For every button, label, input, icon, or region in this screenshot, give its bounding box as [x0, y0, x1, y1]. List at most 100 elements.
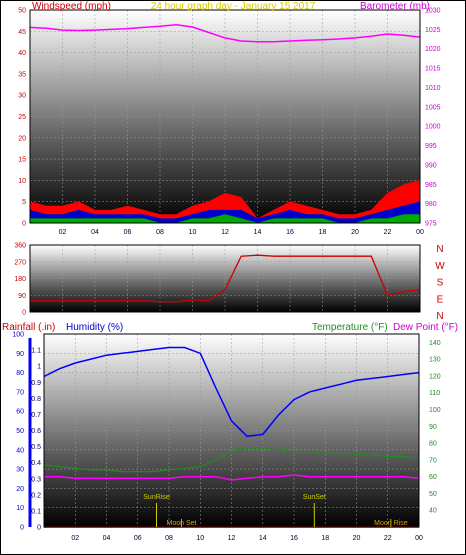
- rainfall-tick-label: 1.1: [31, 348, 41, 355]
- barometer-tick-label: 1000: [425, 124, 441, 131]
- windspeed-tick-label: 30: [18, 93, 26, 100]
- windspeed-tick-label: 35: [18, 71, 26, 78]
- wind-x-tick-label: 20: [351, 229, 359, 236]
- wind-x-tick-label: 22: [384, 229, 392, 236]
- windspeed-axis-label: Windspeed (mph): [32, 1, 111, 12]
- humidity-tick-label: 30: [16, 467, 24, 474]
- rainfall-tick-label: 0.3: [31, 476, 41, 483]
- wind-x-tick-label: 02: [59, 229, 67, 236]
- windspeed-tick-label: 40: [18, 50, 26, 57]
- rainfall-tick-label: 0.9: [31, 380, 41, 387]
- windspeed-tick-label: 45: [18, 29, 26, 36]
- humidity-tick-label: 40: [16, 447, 24, 454]
- humidity-tick-label: 100: [12, 332, 24, 339]
- direction-series: [30, 254, 421, 303]
- wind-x-tick-label: 10: [189, 229, 197, 236]
- barometer-axis-label: Barometer (mb): [360, 1, 430, 12]
- temperature-tick-label: 120: [429, 373, 441, 380]
- wind-x-axis-ticks: 02 04 06 08 10 12 14 16 18 20 22 00: [59, 229, 424, 236]
- humidity-tick-label: 20: [16, 486, 24, 493]
- chart-title: 24 hour graph day - January 15 2017: [151, 1, 316, 12]
- temperature-axis-ticks: 40 50 60 70 80 90 100 110 120 130 140: [429, 340, 441, 515]
- temperature-tick-label: 40: [429, 508, 437, 515]
- climate-x-tick-label: 10: [196, 535, 204, 542]
- temperature-tick-label: 60: [429, 474, 437, 481]
- rainfall-tick-label: 0.7: [31, 412, 41, 419]
- temperature-tick-label: 50: [429, 491, 437, 498]
- climate-x-tick-label: 14: [259, 535, 267, 542]
- humidity-tick-label: 50: [16, 428, 24, 435]
- wind-x-tick-label: 12: [221, 229, 229, 236]
- humidity-tick-label: 70: [16, 389, 24, 396]
- climate-x-tick-label: 02: [71, 535, 79, 542]
- barometer-tick-label: 985: [425, 182, 437, 189]
- wind-x-tick-label: 06: [124, 229, 132, 236]
- direction-series-line: [30, 254, 421, 303]
- wind-series: [29, 23, 421, 224]
- humidity-tick-label: 90: [16, 351, 24, 358]
- rainfall-tick-label: 0.1: [31, 508, 41, 515]
- temperature-tick-label: 100: [429, 407, 441, 414]
- rainfall-tick-label: 0: [37, 525, 41, 532]
- temperature-tick-label: 110: [429, 390, 440, 397]
- barometer-series-line: [29, 23, 421, 43]
- climate-x-tick-label: 18: [321, 535, 329, 542]
- compass-label: N: [436, 244, 443, 255]
- direction-tick-label: 90: [18, 293, 26, 300]
- rainfall-tick-label: 0.6: [31, 428, 41, 435]
- rainfall-tick-label: 0.4: [31, 460, 41, 467]
- rainfall-tick-label: 0.8: [31, 396, 41, 403]
- direction-tick-label: 180: [14, 276, 26, 283]
- wind-x-tick-label: 08: [156, 229, 164, 236]
- barometer-tick-label: 990: [425, 162, 437, 169]
- rainfall-axis-label: Rainfall (.in): [2, 322, 55, 333]
- windspeed-tick-label: 10: [18, 178, 26, 185]
- barometer-axis-ticks: 975 980 985 990 995 1000 1005 1010 1015 1020 1025 1…: [425, 8, 441, 228]
- direction-plot-border: [29, 244, 421, 313]
- barometer-tick-label: 1010: [425, 85, 441, 92]
- humidity-tick-label: 60: [16, 409, 24, 416]
- climate-x-tick-label: 16: [290, 535, 298, 542]
- wind-plot-border: [29, 9, 421, 224]
- barometer-tick-label: 1005: [425, 104, 441, 111]
- temperature-tick-label: 80: [429, 441, 437, 448]
- windspeed-tick-label: 25: [18, 114, 26, 121]
- compass-label: S: [437, 278, 444, 289]
- moon-annotation-label: Moon Rise: [374, 520, 408, 527]
- wind-x-tick-label: 00: [416, 229, 424, 236]
- climate-x-tick-label: 20: [353, 535, 361, 542]
- wind-x-tick-label: 18: [319, 229, 327, 236]
- wind-low-series-area: [29, 214, 421, 224]
- rainfall-axis-ticks: 0 0.1 0.2 0.3 0.4 0.5 0.6 0.7 0.8 0.9 1 1.1: [31, 348, 41, 532]
- barometer-tick-label: 980: [425, 201, 437, 208]
- humidity-tick-label: 80: [16, 370, 24, 377]
- barometer-tick-label: 1030: [425, 8, 441, 15]
- compass-label: W: [435, 261, 445, 272]
- humidity-axis-label: Humidity (%): [66, 322, 123, 333]
- direction-axis-ticks: 0 90 180 270 360: [14, 243, 26, 317]
- wind-avg-series-area: [29, 201, 421, 224]
- climate-plot-border: [43, 333, 420, 528]
- climate-x-tick-label: 06: [134, 535, 142, 542]
- wind-grid: [30, 9, 421, 224]
- climate-x-tick-label: 08: [165, 535, 173, 542]
- sun-annotation-label: SunRise: [143, 494, 170, 501]
- windspeed-tick-label: 15: [18, 157, 26, 164]
- humidity-tick-label: 10: [16, 505, 24, 512]
- windspeed-tick-label: 0: [22, 221, 26, 228]
- temperature-tick-label: 90: [429, 424, 437, 431]
- humidity-tick-label: 0: [20, 525, 24, 532]
- wind-x-tick-label: 14: [254, 229, 262, 236]
- barometer-tick-label: 1020: [425, 46, 441, 53]
- rainfall-tick-label: 1: [37, 364, 41, 371]
- wind-x-tick-label: 04: [91, 229, 99, 236]
- windspeed-tick-label: 50: [18, 8, 26, 15]
- wind-x-tick-label: 16: [286, 229, 294, 236]
- rainfall-tick-label: 0.5: [31, 444, 41, 451]
- humidity-series-line: [43, 346, 420, 438]
- windspeed-tick-label: 5: [22, 199, 26, 206]
- direction-tick-label: 0: [22, 310, 26, 317]
- direction-tick-label: 360: [14, 243, 26, 250]
- compass-label: E: [437, 294, 444, 305]
